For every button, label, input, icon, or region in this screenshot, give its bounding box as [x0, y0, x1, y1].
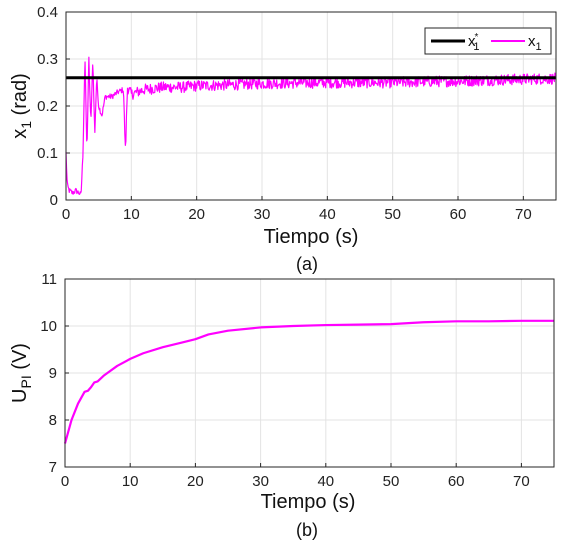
x-tick-label: 50	[383, 473, 400, 490]
x-tick-label: 60	[448, 473, 465, 490]
y-axis-label-a-unit-text: (rad)	[9, 73, 31, 115]
x-tick-label: 50	[384, 206, 401, 223]
x-tick-label: 70	[515, 206, 532, 223]
x-tick-label: 40	[319, 206, 336, 223]
panel-b: 0 10 20 30 40 50 60 70 7 8 9 10 11 Tiempo (s) UPI (V…	[9, 271, 555, 540]
y-tick-label: 0.2	[37, 98, 58, 115]
plot-lines-a	[65, 56, 557, 195]
y-tick-label: 0.4	[37, 4, 58, 21]
y-axis-label-b-sub: PI	[18, 375, 34, 388]
y-tick-label: 8	[49, 412, 57, 429]
x-axis-label-b: Tiempo (s)	[261, 491, 356, 513]
x-tick-label: 0	[61, 473, 69, 490]
y-tick-label: 9	[49, 365, 57, 382]
tick-labels-b: 0 10 20 30 40 50 60 70 7 8 9 10 11	[40, 271, 529, 490]
y-tick-label: 11	[41, 271, 57, 288]
legend-measured-main: x	[528, 33, 536, 50]
legend-reference-sub: 1	[473, 41, 479, 53]
plot-frame-a	[65, 11, 557, 201]
x-tick-label: 10	[122, 473, 139, 490]
series-line-measured	[63, 319, 554, 444]
legend-reference-main: x	[468, 33, 476, 50]
legend-box	[424, 27, 552, 55]
y-axis-label-b-main: U	[9, 389, 31, 403]
y-axis-label-a-sub: 1	[18, 121, 34, 129]
caption-b: (b)	[296, 520, 318, 540]
plot-frame-b	[64, 278, 555, 468]
legend-measured-sub: 1	[536, 41, 542, 53]
y-axis-label-a-main: x	[9, 129, 31, 139]
x-axis-label-a: Tiempo (s)	[264, 226, 359, 248]
y-tick-label: 0.3	[37, 51, 58, 68]
x-tick-label: 10	[123, 206, 140, 223]
y-axis-label-b: UPI (V)	[9, 343, 34, 403]
x-tick-label: 30	[252, 473, 269, 490]
grid-b	[64, 278, 554, 468]
legend: x* 1 x1	[424, 27, 552, 55]
x-tick-label: 20	[187, 473, 204, 490]
legend-label-reference: x* 1	[468, 32, 480, 53]
legend-reference-sup: *	[475, 32, 479, 43]
x-tick-label: 40	[317, 473, 334, 490]
tick-labels-a: 0 10 20 30 40 50 60 70 0 0.1 0.2 0.3 0.4	[37, 4, 532, 223]
y-tick-label: 7	[49, 459, 57, 476]
x-tick-label: 20	[188, 206, 205, 223]
x-tick-label: 70	[513, 473, 530, 490]
x-tick-label: 30	[254, 206, 271, 223]
y-tick-label: 10	[40, 318, 57, 335]
x-tick-label: 0	[62, 206, 70, 223]
y-tick-label: 0.1	[37, 145, 58, 162]
series-line-measured	[65, 56, 557, 195]
x-tick-label: 60	[450, 206, 467, 223]
legend-label-measured: x1	[528, 33, 542, 53]
y-axis-label-a: x1 (rad)	[9, 73, 34, 139]
y-axis-label-b-unit: (V)	[9, 343, 31, 370]
y-tick-label: 0	[50, 192, 58, 209]
plot-lines-b	[63, 319, 554, 444]
caption-a: (a)	[296, 254, 318, 274]
